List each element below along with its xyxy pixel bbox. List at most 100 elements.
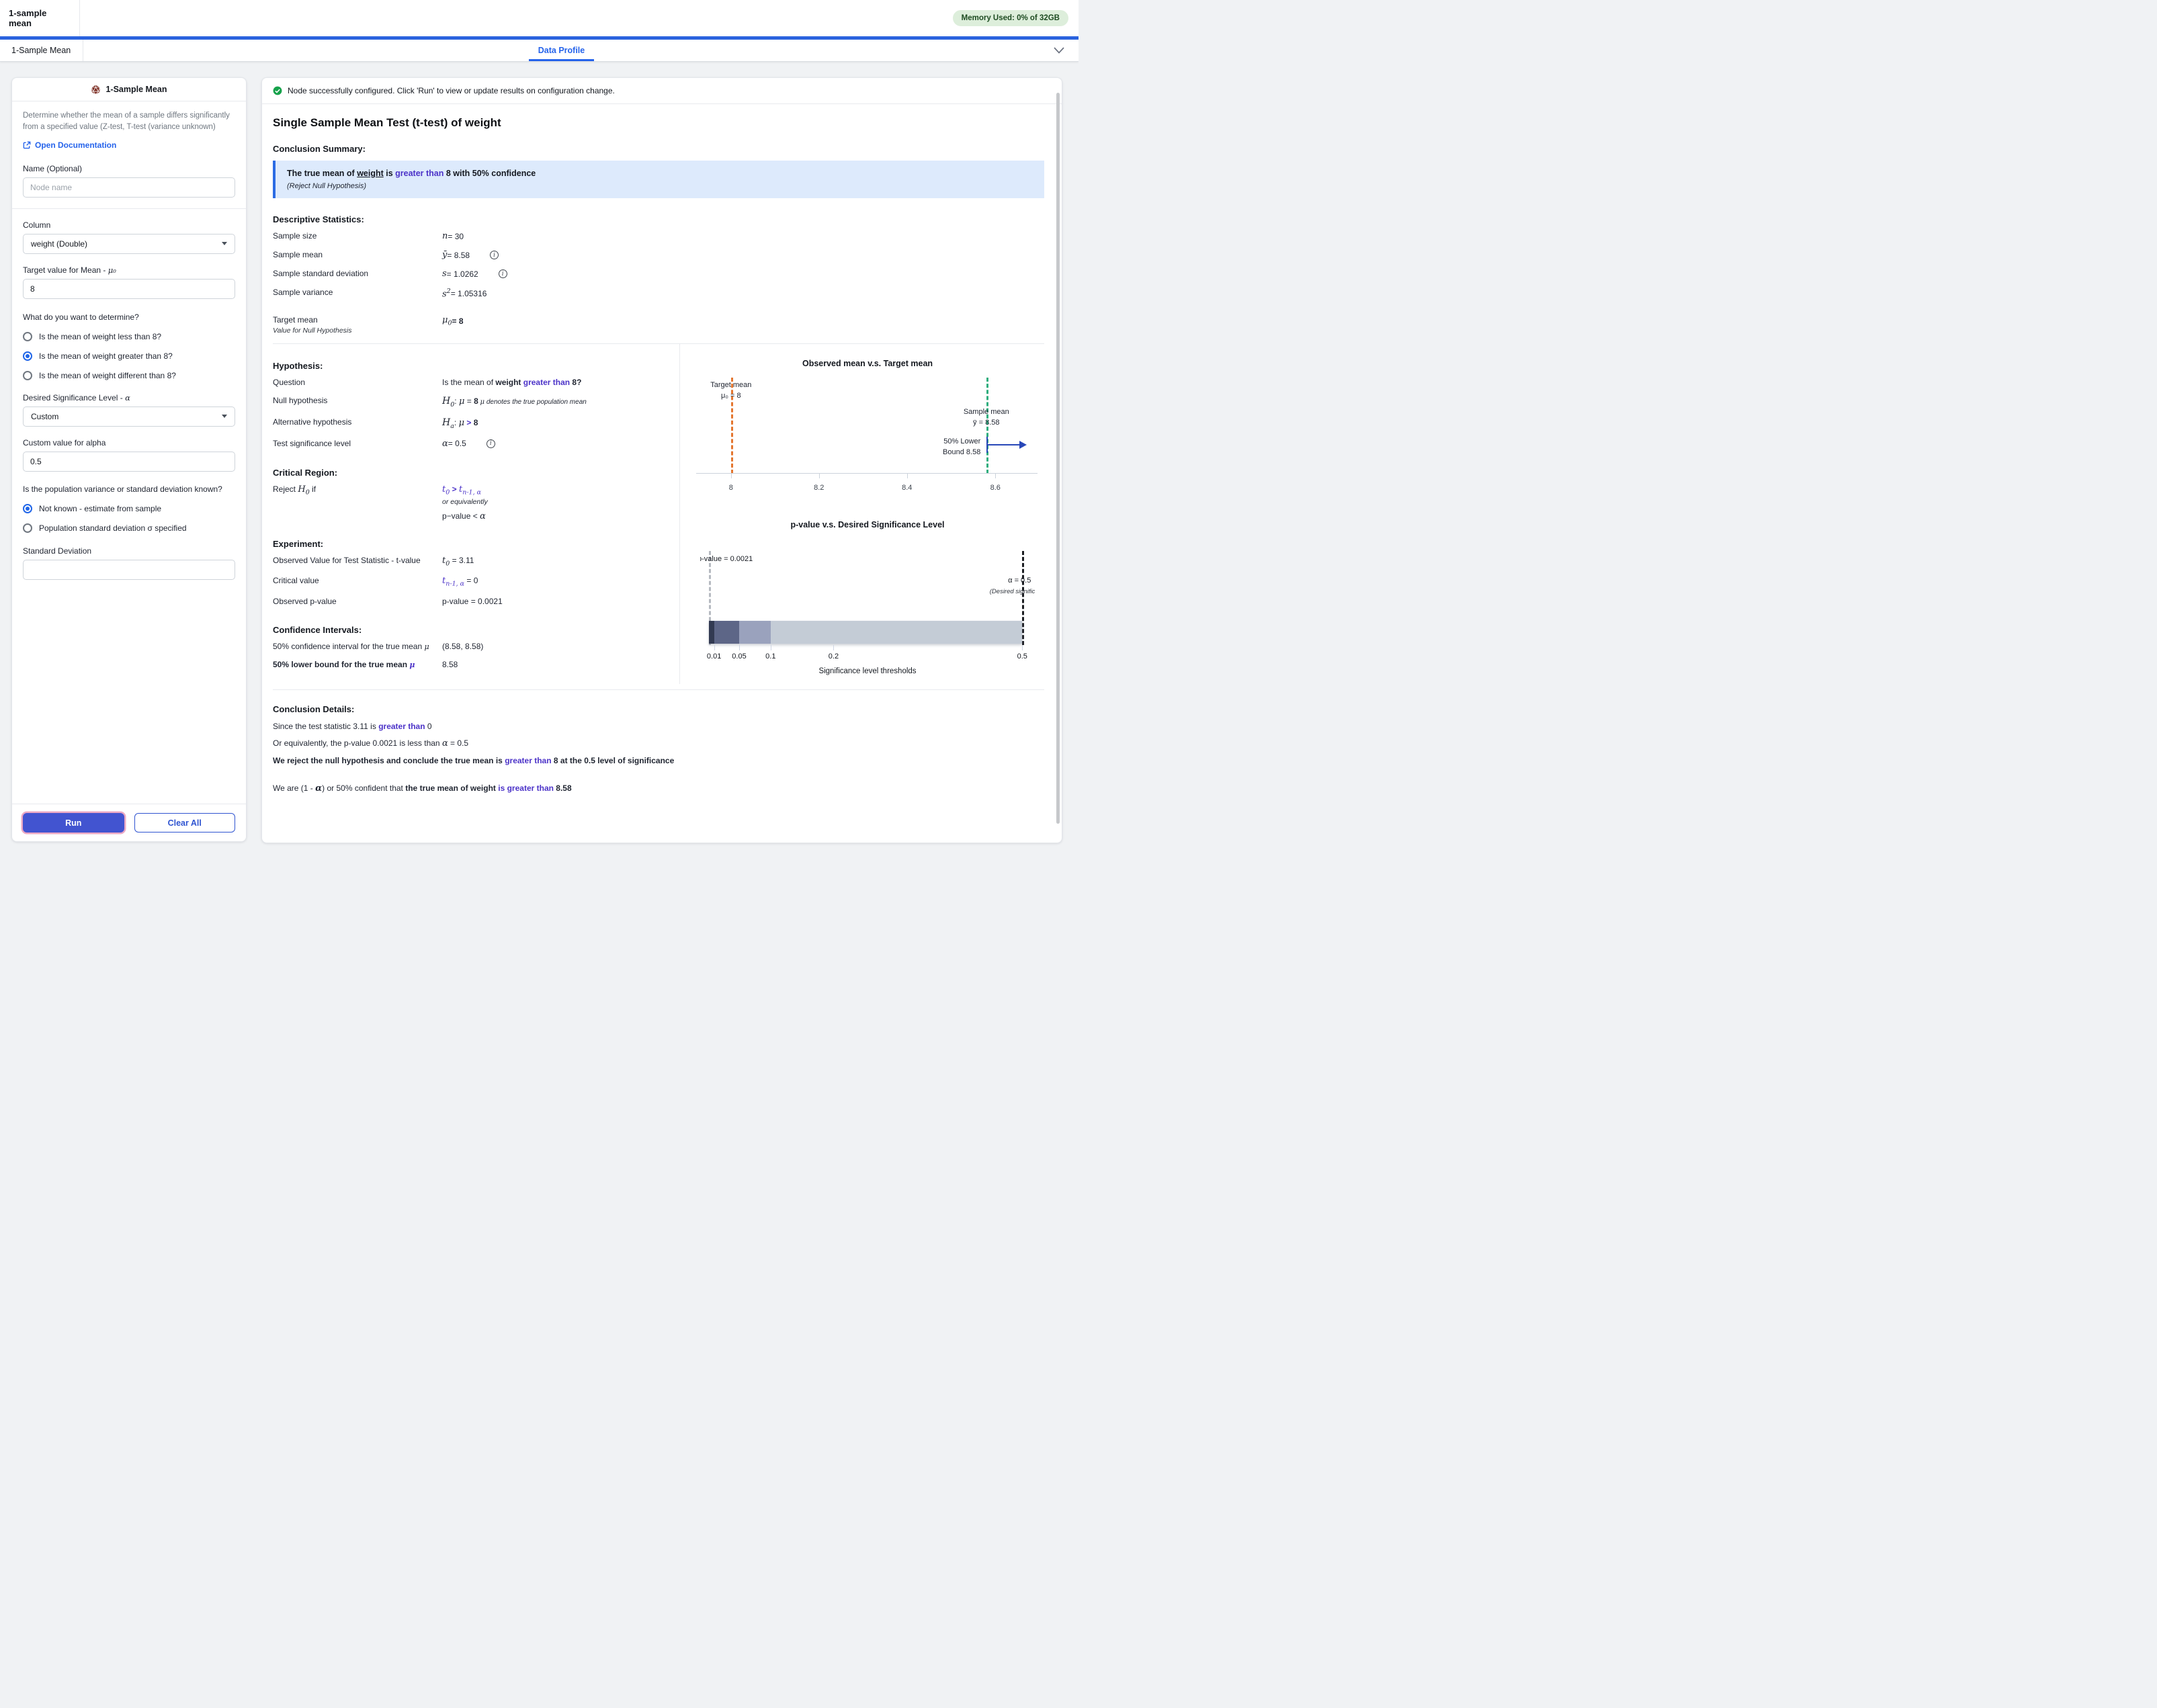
stddev-input[interactable] [23, 559, 235, 580]
radio-option-different-than[interactable]: Is the mean of weight different than 8? [23, 370, 235, 380]
stat-row-target-mean: Target mean Value for Null Hypothesis μ0… [273, 315, 464, 335]
conclusion-line-3: We reject the null hypothesis and conclu… [273, 755, 675, 765]
info-icon[interactable] [498, 269, 507, 278]
open-documentation-label: Open Documentation [35, 140, 117, 150]
caret-down-icon [222, 415, 227, 418]
collapse-panel-button[interactable] [1040, 40, 1078, 61]
column-label: Column [23, 220, 51, 230]
chart-pvalue-vs-alpha: p-value = 0.0021 α = 0.5 (Desired signif… [700, 550, 1035, 684]
x-tick: 8.2 [814, 484, 824, 493]
charts-column: Observed mean v.s. Target mean Target me… [679, 344, 1044, 685]
open-documentation-link[interactable]: Open Documentation [23, 140, 116, 150]
tab-1-sample-mean[interactable]: 1-Sample Mean [0, 40, 83, 61]
x-tick: 0.05 [732, 652, 747, 661]
tab-data-profile[interactable]: Data Profile [528, 40, 595, 61]
memory-badge: Memory Used: 0% of 32GB [952, 10, 1068, 26]
hypothesis-question-row: Question Is the mean of weight greater t… [273, 378, 582, 388]
x-tick: 0.5 [1017, 652, 1027, 661]
run-button[interactable]: Run [23, 813, 124, 832]
x-tick: 0.2 [828, 652, 839, 661]
config-panel-header: 1-Sample Mean [12, 78, 246, 101]
descriptive-heading: Descriptive Statistics: [273, 214, 364, 224]
bar-segment-0.05 [714, 621, 740, 644]
alpha-label: Custom value for alpha [23, 437, 106, 447]
chart-observed-vs-target: Target mean μ₀ = 8 Sample mean ȳ = 8.58 … [696, 372, 1038, 493]
status-text: Node successfully configured. Click 'Run… [288, 86, 615, 95]
significance-bar [709, 621, 1023, 644]
alpha-note: (Desired significance level) [989, 588, 1035, 596]
x-tick: 8 [728, 484, 733, 493]
node-name-input[interactable] [23, 177, 235, 198]
lower-bound-row: 50% lower bound for the true mean μ 8.58 [273, 659, 458, 669]
lower-bound-label: 50% Lower Bound 8.58 [943, 437, 981, 456]
radio-label: Is the mean of weight different than 8? [39, 370, 176, 380]
sample-mean-line [986, 378, 988, 474]
d20-die-icon [91, 85, 101, 95]
alpha-input[interactable] [23, 451, 235, 472]
variance-question: Is the population variance or standard d… [23, 484, 222, 494]
x-tick: 0.01 [706, 652, 722, 661]
radio-icon [23, 370, 32, 380]
info-icon[interactable] [490, 251, 499, 259]
pvalue-label: p-value = 0.0021 [700, 555, 753, 564]
pvalue-line [709, 551, 712, 646]
x-tick: 8.4 [902, 484, 913, 493]
app-header: 1-sample mean Memory Used: 0% of 32GB [0, 0, 1078, 36]
bar-segment-0.1 [739, 621, 771, 644]
lower-bound-arrow [986, 437, 1027, 454]
results-body: Single Sample Mean Test (t-test) of weig… [262, 116, 1062, 796]
conclusion-summary-heading: Conclusion Summary: [273, 144, 366, 154]
stat-row-sample-mean: Sample mean ȳ = 8.58 [273, 250, 1044, 260]
radio-label: Population standard deviation σ specifie… [39, 523, 187, 533]
critical-value-row: Critical value tn-1, α = 0 [273, 576, 478, 588]
name-label: Name (Optional) [23, 163, 83, 173]
target-mean-input[interactable] [23, 278, 235, 299]
significance-level-row: Test significance level α = 0.5 [273, 439, 679, 449]
spacer [12, 580, 246, 804]
alpha-line [1022, 551, 1025, 646]
x-tick: 8.6 [990, 484, 1001, 493]
analysis-left-column: Hypothesis: Question Is the mean of weig… [273, 344, 679, 684]
target-mean-line [730, 378, 733, 474]
radio-icon [23, 351, 32, 361]
config-panel: 1-Sample Mean Determine whether the mean… [11, 77, 247, 842]
radio-option-sigma-specified[interactable]: Population standard deviation σ specifie… [23, 523, 235, 533]
stat-row-sample-variance: Sample variance s2 = 1.05316 [273, 288, 487, 300]
radio-icon [23, 523, 32, 533]
vertical-scrollbar[interactable] [1056, 93, 1060, 824]
chart2-title: p-value v.s. Desired Significance Level [790, 520, 945, 530]
radio-label: Is the mean of weight less than 8? [39, 331, 162, 341]
radio-icon [23, 503, 32, 513]
critical-region-heading: Critical Region: [273, 467, 338, 478]
column-select[interactable]: weight (Double) [23, 233, 235, 254]
clear-all-button[interactable]: Clear All [134, 813, 235, 832]
significance-label: Desired Significance Level - α [23, 392, 130, 402]
confidence-intervals-heading: Confidence Intervals: [273, 624, 362, 635]
significance-select[interactable]: Custom [23, 406, 235, 427]
determine-question: What do you want to determine? [23, 312, 139, 322]
divider [273, 689, 1044, 691]
radio-option-not-known[interactable]: Not known - estimate from sample [23, 503, 235, 513]
conclusion-summary-line: The true mean of weight is greater than … [287, 169, 536, 178]
tab-bar: 1-Sample Mean Data Profile [0, 40, 1078, 62]
conclusion-details-heading: Conclusion Details: [273, 704, 355, 715]
info-icon[interactable] [486, 439, 495, 448]
bar-segment-0.5 [770, 621, 1023, 644]
analysis-columns: Hypothesis: Question Is the mean of weig… [273, 344, 1044, 685]
radio-label: Is the mean of weight greater than 8? [39, 351, 173, 361]
column-select-value: weight (Double) [31, 239, 88, 249]
conclusion-line-2: Or equivalently, the p-value 0.0021 is l… [273, 738, 469, 749]
node-description: Determine whether the mean of a sample d… [23, 112, 230, 132]
caret-down-icon [222, 242, 227, 245]
status-row: Node successfully configured. Click 'Run… [262, 78, 1062, 104]
sample-mean-label: Sample mean ȳ = 8.58 [963, 408, 1009, 427]
alpha-label: α = 0.5 [1008, 577, 1031, 585]
stddev-label: Standard Deviation [23, 546, 92, 556]
external-link-icon [23, 141, 31, 148]
conclusion-line-1: Since the test statistic 3.11 is greater… [273, 722, 432, 732]
accent-bar [0, 36, 1078, 40]
radio-option-greater-than[interactable]: Is the mean of weight greater than 8? [23, 351, 235, 361]
radio-option-less-than[interactable]: Is the mean of weight less than 8? [23, 331, 235, 341]
x-tick: 0.1 [765, 652, 776, 661]
tab-center-area: Data Profile [83, 40, 1040, 61]
